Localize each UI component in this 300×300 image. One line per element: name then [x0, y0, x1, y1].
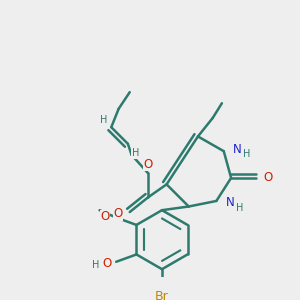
Text: O: O	[102, 257, 112, 270]
Text: N: N	[226, 196, 234, 209]
Text: H: H	[236, 203, 243, 213]
Text: N: N	[233, 143, 242, 156]
Text: O: O	[143, 158, 153, 171]
Text: H: H	[132, 148, 139, 158]
Text: H: H	[92, 260, 100, 271]
Text: Br: Br	[155, 290, 169, 300]
Text: H: H	[243, 149, 250, 159]
Text: O: O	[263, 171, 273, 184]
Text: O: O	[113, 207, 122, 220]
Text: H: H	[100, 115, 108, 125]
Text: O: O	[100, 210, 110, 223]
